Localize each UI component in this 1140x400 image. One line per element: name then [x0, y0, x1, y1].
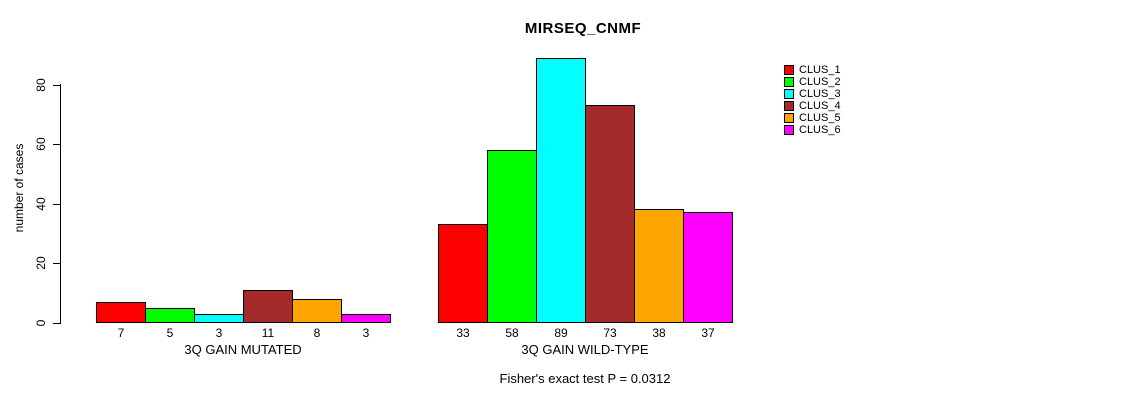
y-axis-tick [53, 323, 61, 324]
legend-item-clus_1: CLUS_1 [784, 64, 841, 76]
legend-label: CLUS_2 [799, 76, 841, 88]
y-axis-tick [53, 85, 61, 86]
legend: CLUS_1 CLUS_2 CLUS_3 CLUS_4 CLUS_5 CLUS_6 [784, 64, 841, 136]
bar-value-label: 89 [554, 326, 568, 340]
bar-value-label: 37 [701, 326, 715, 340]
fisher-test-annotation: Fisher's exact test P = 0.0312 [499, 371, 671, 386]
legend-item-clus_5: CLUS_5 [784, 112, 841, 124]
x-group-label-wild-type: 3Q GAIN WILD-TYPE [521, 342, 649, 357]
bar-value-label: 3 [215, 326, 223, 340]
legend-item-clus_6: CLUS_6 [784, 124, 841, 136]
y-axis-tick-label: 0 [34, 319, 48, 327]
legend-swatch-clus_3 [784, 89, 794, 99]
bar-clus_5-group0 [292, 299, 342, 323]
legend-label: CLUS_4 [799, 100, 841, 112]
legend-label: CLUS_3 [799, 88, 841, 100]
bar-value-label: 3 [362, 326, 370, 340]
legend-swatch-clus_2 [784, 77, 794, 87]
chart-title: MIRSEQ_CNMF [524, 20, 642, 37]
bar-clus_2-group0 [145, 308, 195, 323]
y-axis-tick-label: 60 [34, 137, 48, 151]
bar-value-label: 73 [603, 326, 617, 340]
bar-value-label: 11 [261, 326, 275, 340]
bar-clus_6-group0 [341, 314, 391, 323]
y-axis-tick [53, 204, 61, 205]
bar-clus_3-group1 [536, 58, 586, 323]
bar-value-label: 38 [652, 326, 666, 340]
y-axis-tick [53, 144, 61, 145]
legend-swatch-clus_6 [784, 125, 794, 135]
legend-swatch-clus_5 [784, 113, 794, 123]
legend-item-clus_2: CLUS_2 [784, 76, 841, 88]
bar-value-label: 7 [117, 326, 125, 340]
bar-clus_5-group1 [634, 209, 684, 323]
bar-clus_1-group0 [96, 302, 146, 323]
bar-value-label: 8 [313, 326, 321, 340]
bar-clus_3-group0 [194, 314, 244, 323]
bar-clus_2-group1 [487, 150, 537, 323]
y-axis-tick-label: 20 [34, 256, 48, 270]
legend-item-clus_4: CLUS_4 [784, 100, 841, 112]
x-group-label-mutated: 3Q GAIN MUTATED [184, 342, 302, 357]
bar-clus_4-group0 [243, 290, 293, 323]
y-axis-tick [53, 263, 61, 264]
bar-clus_4-group1 [585, 105, 635, 323]
bar-value-label: 58 [505, 326, 519, 340]
bar-value-label: 5 [166, 326, 174, 340]
legend-item-clus_3: CLUS_3 [784, 88, 841, 100]
legend-swatch-clus_4 [784, 101, 794, 111]
y-axis-tick-label: 40 [34, 197, 48, 211]
legend-label: CLUS_6 [799, 124, 841, 136]
legend-label: CLUS_5 [799, 112, 841, 124]
bar-clus_1-group1 [438, 224, 488, 323]
y-axis-tick-label: 80 [34, 78, 48, 92]
y-axis-line [60, 84, 61, 323]
legend-label: CLUS_1 [799, 64, 841, 76]
bar-value-label: 33 [456, 326, 470, 340]
bar-clus_6-group1 [683, 212, 733, 323]
legend-swatch-clus_1 [784, 65, 794, 75]
